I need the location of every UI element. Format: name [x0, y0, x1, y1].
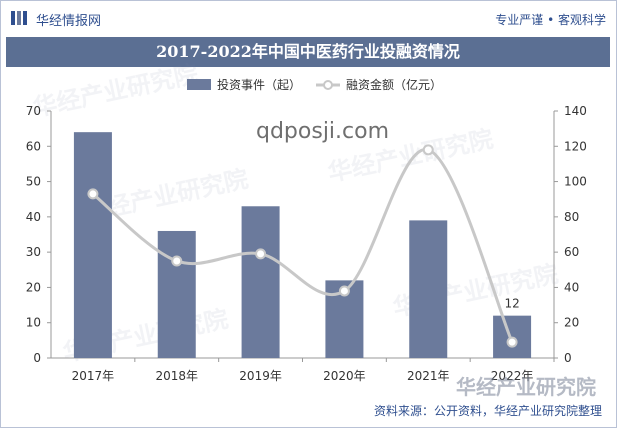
y-left-tick-label: 50	[26, 175, 41, 189]
y-right-tick-label: 140	[564, 104, 587, 118]
top-bar: 华经情报网 专业严谨 • 客观科学	[1, 1, 616, 35]
line-point	[338, 285, 350, 297]
x-tick-label: 2018年	[155, 369, 198, 383]
y-right-tick-label: 100	[564, 175, 587, 189]
chart-title: 2017-2022年中国中医药行业投融资情况	[6, 37, 610, 67]
y-left-tick-label: 40	[26, 210, 41, 224]
y-left-tick-label: 10	[26, 316, 41, 330]
legend-swatch-bar	[187, 79, 211, 90]
overlay-watermark-text: qdposji.com	[256, 119, 390, 144]
line-point	[171, 255, 183, 267]
line-series	[91, 148, 514, 343]
bar	[241, 206, 280, 358]
line-point	[422, 144, 434, 156]
y-right-tick-label: 120	[564, 139, 587, 153]
bar	[73, 132, 112, 358]
y-left-tick-label: 20	[26, 280, 41, 294]
legend-label-bar: 投资事件（起）	[217, 77, 301, 92]
brand-tagline: 专业严谨 • 客观科学	[495, 13, 606, 27]
corner-watermark: 华经产业研究院	[456, 375, 596, 399]
line-point	[255, 248, 267, 260]
source-note: 资料来源：公开资料，华经产业研究院整理	[373, 404, 602, 418]
line-point	[506, 336, 518, 348]
y-right-tick-label: 80	[564, 210, 579, 224]
bar	[409, 220, 448, 358]
y-right-tick-label: 60	[564, 245, 579, 259]
bar	[157, 230, 196, 358]
x-tick-label: 2021年	[407, 369, 450, 383]
x-tick-label: 2022年	[491, 369, 534, 383]
y-left-tick-label: 0	[33, 351, 41, 365]
brand-name: 华经情报网	[36, 14, 102, 29]
x-tick-label: 2020年	[323, 369, 366, 383]
y-right-tick-label: 0	[564, 351, 572, 365]
y-right-tick-label: 40	[564, 280, 579, 294]
x-tick-label: 2019年	[239, 369, 282, 383]
brand-logo-icon	[11, 11, 27, 25]
data-label: 12	[504, 297, 519, 311]
y-left-tick-label: 30	[26, 245, 41, 259]
legend-swatch-marker	[323, 80, 333, 90]
legend-label-line: 融资金额（亿元）	[346, 77, 442, 92]
y-right-tick-label: 20	[564, 316, 579, 330]
y-left-tick-label: 70	[26, 104, 41, 118]
x-tick-label: 2017年	[72, 369, 115, 383]
y-left-tick-label: 60	[26, 139, 41, 153]
line-point	[87, 188, 99, 200]
